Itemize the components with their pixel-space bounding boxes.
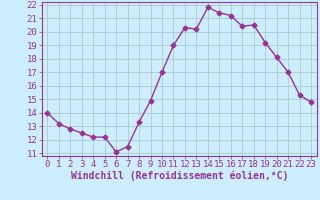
X-axis label: Windchill (Refroidissement éolien,°C): Windchill (Refroidissement éolien,°C) [70, 171, 288, 181]
